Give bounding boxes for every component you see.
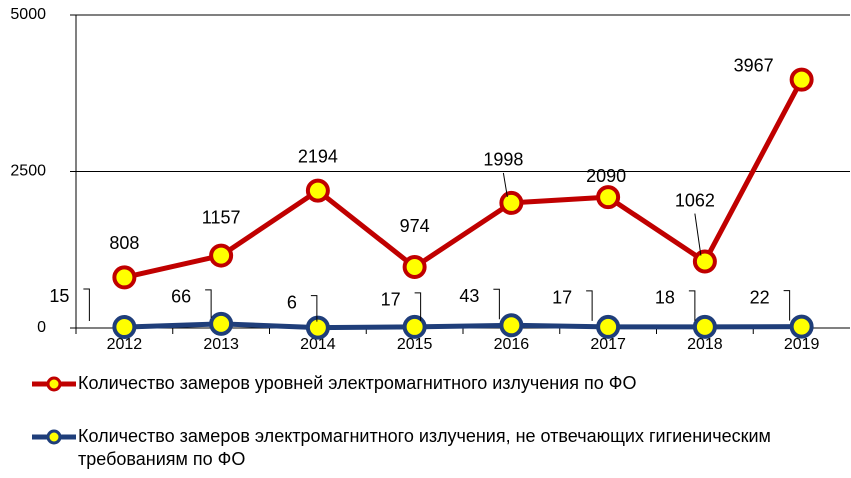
marker: [209, 311, 234, 336]
data-label: 22: [750, 287, 770, 307]
x-tick-label: 2016: [494, 336, 530, 353]
data-label: 808: [109, 233, 139, 253]
marker: [402, 314, 427, 339]
data-label: 1062: [675, 190, 715, 210]
x-tick-label: 2018: [687, 336, 723, 353]
data-label: 6: [287, 292, 297, 312]
data-label: 17: [381, 290, 401, 310]
series-line: [123, 78, 804, 280]
data-label: 18: [655, 288, 675, 308]
y-tick-label: 0: [37, 319, 46, 336]
marker: [596, 185, 621, 210]
leader-line: [414, 292, 422, 321]
data-label: 43: [459, 286, 479, 306]
leader-line: [205, 289, 212, 318]
chart: 0 2500 5000 2012 2013 2014 2015 2016 2017 2018 201…: [10, 6, 850, 353]
marker: [305, 315, 330, 340]
legend-icon: [32, 376, 76, 392]
marker: [305, 178, 330, 203]
x-tick-label: 2015: [397, 336, 433, 353]
x-tick-label: 2012: [107, 336, 143, 353]
data-label: 15: [49, 286, 69, 306]
legend-label: Количество замеров электромагнитного изл…: [78, 426, 771, 469]
y-tick-label: 5000: [10, 6, 46, 23]
y-tick-label: 2500: [10, 163, 46, 180]
marker: [499, 190, 524, 215]
data-label: 974: [400, 216, 430, 236]
leader-line: [586, 290, 593, 321]
x-tick-label: 2014: [300, 336, 336, 353]
legend-entry: Количество замеров уровней электромагнит…: [30, 372, 830, 395]
marker: [209, 243, 234, 268]
data-label: 66: [171, 287, 191, 307]
leader-line: [310, 295, 318, 322]
leader-line: [493, 288, 500, 320]
legend-marker: [46, 376, 62, 392]
legend-label: Количество замеров уровней электромагнит…: [78, 373, 637, 393]
leader-line: [694, 213, 702, 256]
x-tick-label: 2019: [784, 336, 820, 353]
marker: [596, 314, 621, 339]
x-tick-label: 2017: [590, 336, 626, 353]
data-label: 2194: [298, 146, 338, 166]
leader-line: [783, 290, 791, 321]
leader-line: [502, 172, 508, 198]
series-line: [124, 321, 802, 331]
marker: [692, 314, 717, 339]
marker: [402, 255, 427, 280]
marker: [789, 314, 814, 339]
legend-marker: [46, 429, 62, 445]
marker: [112, 315, 137, 340]
data-label: 3967: [734, 55, 774, 75]
marker: [692, 249, 717, 274]
legend-icon: [32, 429, 76, 445]
data-label: 17: [552, 288, 572, 308]
data-label: 1157: [202, 207, 241, 227]
leader-line: [688, 290, 696, 321]
marker: [112, 265, 137, 290]
x-tick-label: 2013: [203, 336, 239, 353]
marker: [789, 67, 814, 92]
leader-line: [83, 288, 90, 322]
data-label: 2090: [586, 166, 626, 186]
legend-entry: Количество замеров электромагнитного изл…: [30, 425, 830, 471]
marker: [499, 313, 524, 338]
data-label: 1998: [483, 150, 523, 170]
